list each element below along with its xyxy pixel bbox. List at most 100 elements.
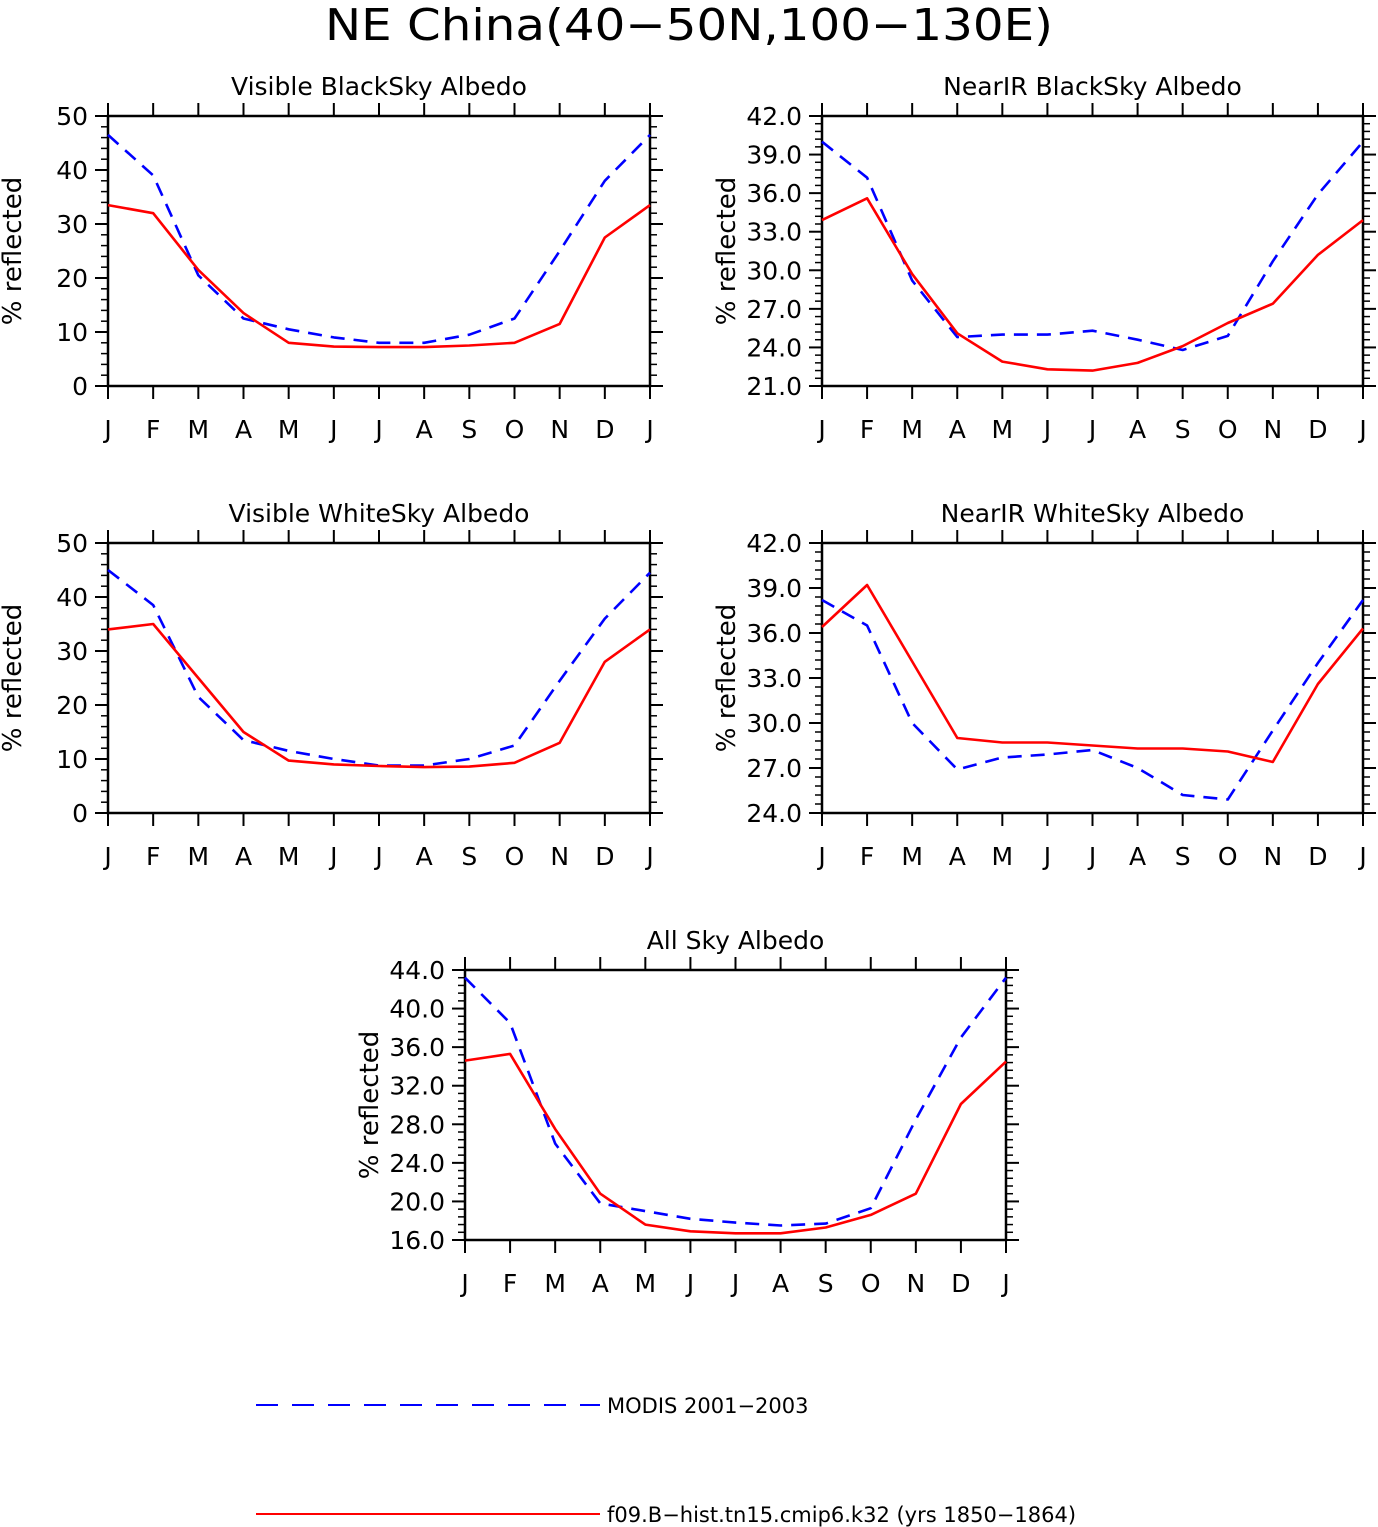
- series-model-visible-whitesky: [107, 622, 651, 769]
- x-tick-label: J: [102, 842, 111, 871]
- x-tick-label: A: [1129, 415, 1146, 444]
- x-tick-label: O: [505, 842, 525, 871]
- y-tick-label: 28.0: [389, 1110, 445, 1139]
- y-tick-label: 16.0: [389, 1226, 445, 1255]
- y-tick-label: 20.0: [389, 1187, 445, 1216]
- series-modis-visible-whitesky: [107, 568, 651, 767]
- x-tick-label: A: [416, 842, 433, 871]
- x-tick-label: J: [328, 415, 337, 444]
- x-tick-label: J: [459, 1269, 468, 1298]
- x-tick-label: O: [1218, 415, 1238, 444]
- plot-frame: [820, 541, 1365, 815]
- figure-title: NE China(40−50N,100−130E): [325, 0, 1053, 51]
- x-tick-label: O: [861, 1269, 881, 1298]
- x-tick-label: F: [146, 415, 160, 444]
- y-tick-label: 24.0: [746, 799, 802, 828]
- y-tick-label: 30.0: [746, 256, 802, 285]
- y-tick-label: 39.0: [746, 141, 802, 170]
- x-tick-label: M: [278, 415, 300, 444]
- x-tick-label: F: [146, 842, 160, 871]
- x-tick-label: J: [644, 842, 653, 871]
- y-tick-label: 24.0: [746, 333, 802, 362]
- y-tick-label: 50: [56, 102, 88, 131]
- x-tick-label: A: [949, 842, 966, 871]
- x-tick-label: N: [1263, 415, 1282, 444]
- x-tick-label: A: [772, 1269, 789, 1298]
- x-tick-label: J: [328, 842, 337, 871]
- legend-label-modis: MODIS 2001−2003: [607, 1394, 809, 1418]
- y-tick-label: 10: [56, 318, 88, 347]
- y-tick-label: 32.0: [389, 1072, 445, 1101]
- plot-frame: [463, 968, 1008, 1242]
- x-tick-label: N: [1263, 842, 1282, 871]
- y-axis-label: % reflected: [712, 177, 742, 325]
- y-axis-label: % reflected: [0, 604, 28, 752]
- chart-title-visible-whitesky: Visible WhiteSky Albedo: [229, 499, 530, 528]
- x-tick-label: A: [416, 415, 433, 444]
- chart-title-nearir-whitesky: NearIR WhiteSky Albedo: [941, 499, 1245, 528]
- x-tick-label: N: [906, 1269, 925, 1298]
- x-tick-label: D: [1308, 842, 1327, 871]
- x-tick-label: J: [1000, 1269, 1009, 1298]
- x-tick-label: D: [595, 415, 614, 444]
- x-tick-label: S: [1175, 842, 1191, 871]
- x-tick-label: M: [188, 842, 210, 871]
- x-tick-label: A: [949, 415, 966, 444]
- x-tick-label: S: [461, 415, 477, 444]
- y-axis-label: % reflected: [0, 177, 28, 325]
- y-tick-label: 27.0: [746, 295, 802, 324]
- y-tick-label: 40: [56, 583, 88, 612]
- x-tick-label: S: [818, 1269, 834, 1298]
- y-tick-label: 20: [56, 691, 88, 720]
- plot-frame: [820, 114, 1365, 388]
- x-tick-label: O: [505, 415, 525, 444]
- x-tick-label: J: [816, 842, 825, 871]
- x-tick-label: M: [278, 842, 300, 871]
- x-tick-label: F: [503, 1269, 517, 1298]
- y-tick-label: 30: [56, 637, 88, 666]
- x-tick-label: O: [1218, 842, 1238, 871]
- x-tick-label: J: [1042, 842, 1051, 871]
- legend: MODIS 2001−2003 f09.B−hist.tn15.cmip6.k3…: [256, 1394, 1076, 1527]
- plot-frame: [106, 114, 652, 388]
- y-tick-label: 36.0: [746, 179, 802, 208]
- series-modis-visible-blacksky: [107, 133, 651, 345]
- y-tick-label: 21.0: [746, 372, 802, 401]
- y-tick-label: 42.0: [746, 102, 802, 131]
- x-tick-label: S: [461, 842, 477, 871]
- x-tick-label: A: [235, 842, 252, 871]
- y-tick-label: 40: [56, 156, 88, 185]
- x-tick-label: J: [102, 415, 111, 444]
- y-tick-label: 44.0: [389, 956, 445, 985]
- x-tick-label: J: [1087, 842, 1096, 871]
- x-tick-label: D: [595, 842, 614, 871]
- x-tick-label: A: [592, 1269, 609, 1298]
- x-tick-label: F: [860, 842, 874, 871]
- y-tick-label: 20: [56, 264, 88, 293]
- x-tick-label: A: [235, 415, 252, 444]
- x-tick-label: J: [685, 1269, 694, 1298]
- x-tick-label: J: [373, 415, 382, 444]
- y-tick-label: 30.0: [746, 709, 802, 738]
- y-tick-label: 50: [56, 529, 88, 558]
- legend-label-model: f09.B−hist.tn15.cmip6.k32 (yrs 1850−1864…: [607, 1503, 1076, 1527]
- x-tick-label: A: [1129, 842, 1146, 871]
- y-tick-label: 30: [56, 210, 88, 239]
- chart-title-nearir-blacksky: NearIR BlackSky Albedo: [943, 72, 1242, 101]
- y-tick-label: 33.0: [746, 664, 802, 693]
- x-tick-label: M: [901, 415, 923, 444]
- chart-title-visible-blacksky: Visible BlackSky Albedo: [231, 72, 527, 101]
- x-tick-label: F: [860, 415, 874, 444]
- x-tick-label: J: [1357, 415, 1366, 444]
- x-tick-label: J: [1042, 415, 1051, 444]
- y-tick-label: 36.0: [746, 619, 802, 648]
- y-tick-label: 33.0: [746, 218, 802, 247]
- chart-title-all-sky: All Sky Albedo: [647, 926, 825, 955]
- x-tick-label: J: [1087, 415, 1096, 444]
- x-tick-label: D: [1308, 415, 1327, 444]
